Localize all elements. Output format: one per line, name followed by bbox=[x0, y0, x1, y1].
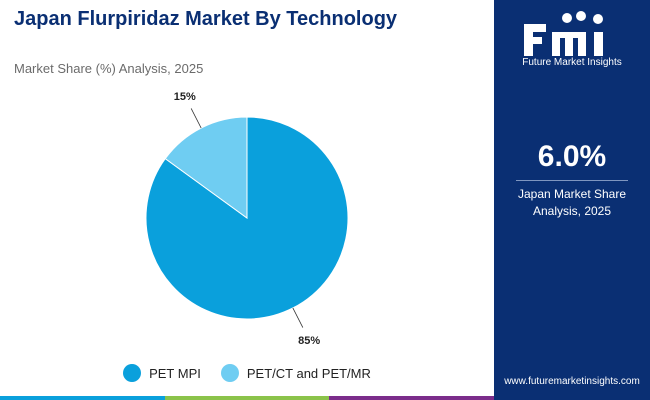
sidebar-panel: Future Market Insights 6.0% Japan Market… bbox=[494, 0, 650, 400]
stat-divider bbox=[516, 180, 628, 181]
stat-label: Japan Market Share Analysis, 2025 bbox=[517, 187, 627, 218]
brand-name: Future Market Insights bbox=[522, 57, 622, 68]
pie-chart: 85% 15% bbox=[145, 91, 349, 347]
legend-item-pet-ct-mr: PET/CT and PET/MR bbox=[220, 364, 371, 382]
legend-swatch-pet-mpi bbox=[123, 364, 142, 382]
bottom-bar-segment-purple bbox=[329, 396, 495, 400]
leader-line-1 bbox=[190, 108, 202, 129]
legend-label-pet-ct-mr: PET/CT and PET/MR bbox=[246, 365, 371, 381]
chart-subtitle: Market Share (%) Analysis, 2025 bbox=[14, 61, 204, 76]
legend-swatch-pet-ct-mr bbox=[220, 364, 239, 382]
stat-value: 6.0% bbox=[537, 140, 607, 173]
website-link[interactable]: www.futuremarketinsights.com bbox=[504, 376, 640, 387]
data-label-1: 15% bbox=[174, 91, 196, 103]
legend: PET MPI PET/CT and PET/MR bbox=[0, 364, 494, 382]
legend-item-pet-mpi: PET MPI bbox=[123, 364, 201, 382]
chart-panel: Japan Flurpiridaz Market By Technology M… bbox=[0, 8, 495, 400]
bottom-color-bar bbox=[0, 396, 495, 400]
bottom-bar-segment-green bbox=[164, 396, 330, 400]
leader-line-0 bbox=[292, 307, 304, 328]
chart-title: Japan Flurpiridaz Market By Technology bbox=[14, 8, 398, 30]
fmi-logo-icon bbox=[524, 11, 603, 56]
bottom-bar-segment-blue bbox=[0, 396, 165, 400]
legend-label-pet-mpi: PET MPI bbox=[149, 365, 201, 381]
data-label-0: 85% bbox=[298, 335, 320, 347]
